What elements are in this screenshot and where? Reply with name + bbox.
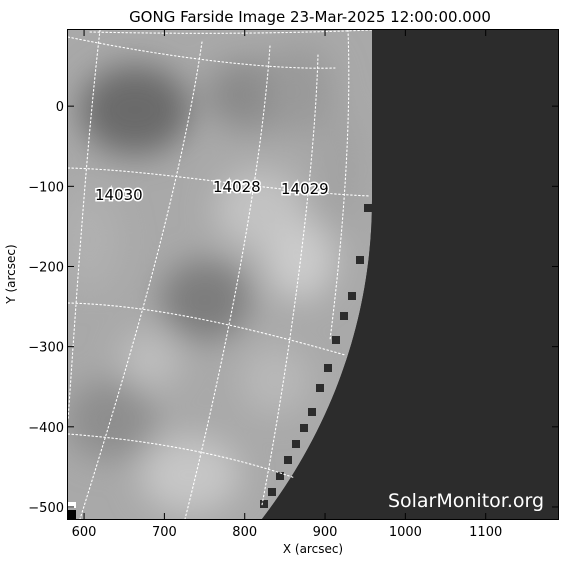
region-label-14030: 14030	[95, 186, 143, 204]
grid-latitude-line	[68, 167, 371, 197]
solar-disk	[68, 30, 558, 519]
y-tick-label: 0	[56, 100, 64, 115]
region-label-14029: 14029	[281, 180, 329, 198]
x-tick-label: 600	[72, 525, 97, 540]
plot-area: 14030 14028 14029 SolarMonitor.org	[68, 30, 558, 519]
region-labels: 14030 14028 14029	[94, 177, 331, 206]
plot-title: GONG Farside Image 23-Mar-2025 12:00:00.…	[129, 8, 491, 26]
grid-latitude-line	[89, 30, 373, 34]
y-tick-label: −200	[28, 260, 64, 275]
limb-pixels	[260, 204, 372, 508]
x-tick-label: 1000	[389, 525, 422, 540]
grid-longitude-line	[329, 30, 350, 341]
x-axis-label: X (arcsec)	[283, 542, 343, 556]
x-tick-label: 800	[232, 525, 257, 540]
heliographic-grid	[68, 30, 373, 519]
y-tick-label: −400	[28, 421, 64, 436]
corner-artifact	[68, 502, 76, 508]
grid-longitude-line	[184, 45, 271, 519]
limb-mask	[262, 30, 558, 519]
grid-latitude-line	[68, 433, 296, 479]
x-tick-label: 900	[313, 525, 338, 540]
grid-latitude-line	[68, 36, 336, 69]
y-tick-label: −100	[28, 180, 64, 195]
y-axis-ticks: 0 −100 −200 −300 −400 −500	[28, 100, 558, 516]
corner-artifact	[68, 510, 76, 519]
x-axis-ticks: 600 700 800 900 1000 1100	[72, 30, 502, 540]
region-label-14028: 14028	[213, 178, 261, 196]
grid-longitude-line	[79, 41, 203, 519]
y-axis-label: Y (arcsec)	[4, 244, 18, 304]
grid-latitude-line	[68, 302, 346, 356]
watermark: SolarMonitor.org	[388, 490, 544, 512]
y-tick-label: −500	[28, 501, 64, 516]
grid-longitude-line	[261, 54, 319, 506]
x-tick-label: 700	[152, 525, 177, 540]
plot-frame	[67, 29, 559, 520]
x-tick-label: 1100	[469, 525, 502, 540]
y-tick-label: −300	[28, 341, 64, 356]
grid-longitude-line	[68, 30, 101, 421]
